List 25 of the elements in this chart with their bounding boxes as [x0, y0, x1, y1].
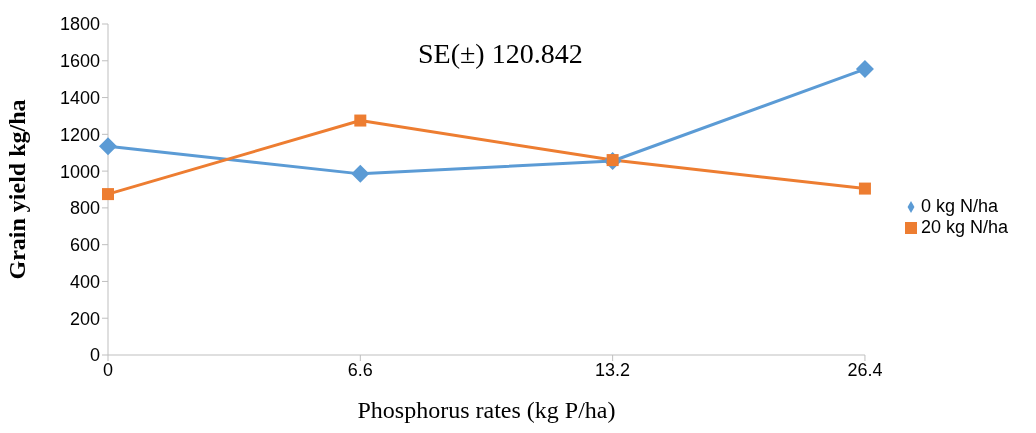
x-tick-label: 6.6 [347, 359, 373, 380]
point [351, 164, 370, 183]
y-tick-label: 1400 [59, 87, 100, 108]
annotation: SE(±) 120.842 [418, 38, 583, 70]
y-tick-label: 600 [69, 235, 100, 256]
point [855, 60, 874, 79]
x-axis-title: Phosphorus rates (kg P/ha) [357, 397, 616, 424]
y-tick-label: 1800 [59, 14, 100, 35]
y-tick-label: 400 [69, 271, 100, 292]
x-tick-label: 26.4 [847, 359, 883, 380]
point [858, 182, 871, 195]
legend-label: 20 kg N/ha [920, 216, 1008, 237]
y-tick-label: 1200 [59, 124, 100, 145]
y-axis-title: Grain yield kg/ha [3, 99, 30, 280]
y-tick-label: 1000 [59, 161, 100, 182]
y-tick-label: 1600 [59, 51, 100, 72]
legend-label: 0 kg N/ha [920, 195, 998, 216]
x-tick-label: 0 [102, 359, 114, 380]
x-tick-label: 13.2 [595, 359, 631, 380]
y-tick-label: 200 [69, 308, 100, 329]
y-tick-label: 0 [89, 345, 100, 366]
y-tick-label: 800 [69, 198, 100, 219]
point [99, 137, 117, 156]
point [354, 114, 367, 127]
point [102, 188, 114, 201]
